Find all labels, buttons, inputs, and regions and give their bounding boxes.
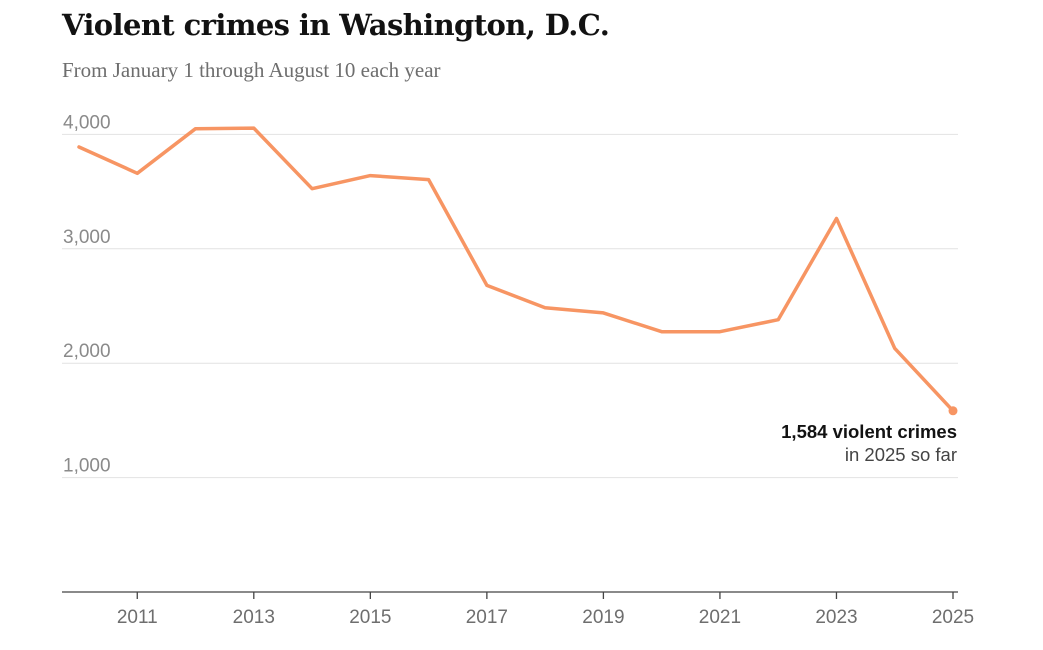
y-tick-label: 3,000	[63, 227, 111, 248]
gridlines	[62, 133, 958, 479]
x-tick-label: 2021	[699, 607, 741, 628]
x-tick-label: 2019	[582, 607, 624, 628]
y-tick-label: 4,000	[63, 112, 111, 133]
series-layer	[77, 126, 958, 416]
x-tick-label: 2023	[815, 607, 857, 628]
x-tick-label: 2011	[117, 607, 158, 628]
annotation-caption: in 2025 so far	[845, 444, 957, 465]
x-tick-label: 2017	[466, 607, 508, 628]
x-tick-label: 2013	[233, 607, 275, 628]
end-point-marker	[948, 406, 958, 416]
annotation: 1,584 violent crimes in 2025 so far	[781, 421, 957, 465]
chart-title: Violent crimes in Washington, D.C.	[62, 8, 610, 42]
chart-subtitle: From January 1 through August 10 each ye…	[62, 58, 441, 82]
x-tick-label: 2015	[349, 607, 391, 628]
x-axis: 2011 2013 2015 2017 2019 2021 2023 2025	[62, 591, 974, 628]
x-tick-label: 2025	[932, 607, 974, 628]
y-axis-labels: 1,000 2,000 3,000 4,000	[63, 112, 111, 476]
y-tick-label: 2,000	[63, 341, 111, 362]
annotation-value: 1,584 violent crimes	[781, 421, 957, 442]
y-tick-label: 1,000	[63, 456, 111, 477]
series-line	[77, 126, 955, 413]
